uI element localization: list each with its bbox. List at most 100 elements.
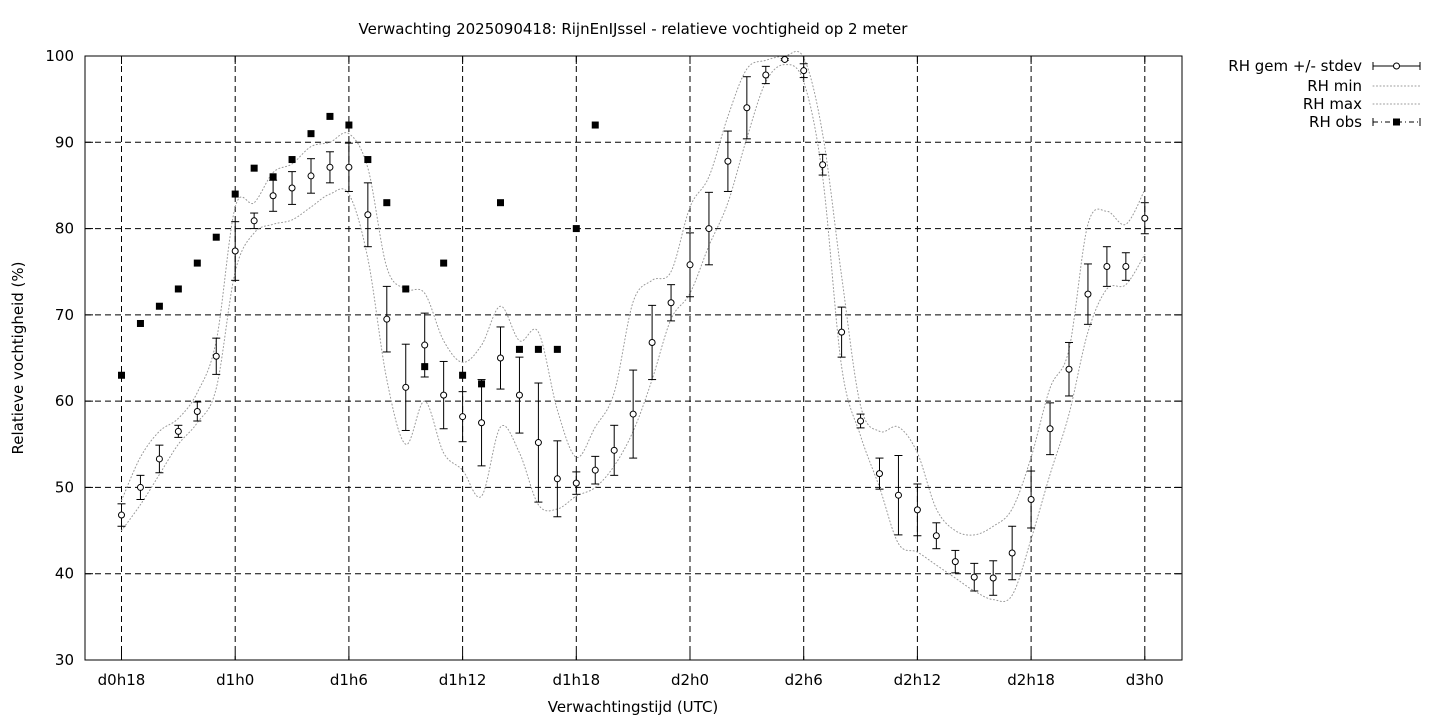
obs-point: [118, 371, 125, 379]
mean-point: [534, 439, 542, 447]
obs-point: [155, 302, 163, 310]
y-tick-label: 60: [55, 392, 74, 410]
y-axis: 30 40 50 60 70 80 90 100: [45, 47, 1182, 669]
mean-point: [231, 247, 239, 255]
mean-point: [1141, 214, 1149, 222]
mean-point: [288, 184, 296, 192]
chart-title: Verwachting 2025090418: RijnEnIJssel - r…: [359, 20, 909, 38]
mean-point: [800, 67, 808, 75]
legend-mean-marker: [1393, 62, 1400, 70]
obs-point: [364, 156, 372, 164]
mean-point: [478, 419, 486, 427]
mean-point: [269, 192, 277, 200]
mean-point: [307, 172, 315, 180]
obs-point: [572, 225, 580, 233]
mean-point: [364, 211, 372, 219]
obs-point: [326, 112, 334, 120]
mean-point: [1084, 290, 1092, 298]
mean-point: [155, 455, 163, 463]
mean-point: [1103, 263, 1111, 271]
mean-point: [345, 163, 353, 171]
grid-lines: [85, 56, 1182, 660]
mean-point: [459, 413, 467, 421]
mean-point: [743, 104, 751, 112]
x-tick-label: d2h6: [785, 671, 823, 689]
rh-min-series: [121, 64, 1146, 602]
mean-point: [932, 532, 940, 540]
rh-max-line: [121, 50, 1146, 536]
obs-point: [307, 130, 315, 138]
obs-point: [193, 259, 201, 267]
y-tick-label: 40: [55, 565, 74, 583]
mean-point: [1065, 365, 1073, 373]
rh-max-series: [121, 50, 1146, 536]
obs-point: [136, 319, 144, 327]
x-tick-label: d2h0: [671, 671, 709, 689]
mean-point: [326, 163, 334, 171]
mean-point: [762, 71, 770, 79]
legend-obs-marker: [1393, 118, 1400, 126]
mean-point: [1008, 549, 1016, 557]
x-tick-label: d0h18: [98, 671, 146, 689]
mean-point: [193, 407, 201, 415]
legend-label: RH max: [1303, 95, 1362, 113]
obs-point: [231, 190, 239, 198]
obs-point: [288, 156, 296, 164]
mean-point: [118, 511, 125, 519]
y-tick-label: 30: [55, 651, 74, 669]
mean-point: [250, 217, 258, 225]
obs-point: [383, 199, 391, 207]
x-tick-label: d3h0: [1126, 671, 1164, 689]
mean-point: [857, 417, 865, 425]
mean-point: [781, 55, 789, 63]
mean-point: [913, 506, 921, 514]
x-tick-label: d1h18: [552, 671, 600, 689]
obs-point: [402, 285, 410, 293]
mean-point: [705, 225, 713, 233]
mean-point: [212, 352, 220, 360]
x-tick-label: d1h6: [330, 671, 368, 689]
mean-point: [591, 466, 599, 474]
obs-point: [212, 233, 220, 241]
y-tick-label: 80: [55, 220, 74, 238]
mean-point: [838, 328, 846, 336]
obs-point: [553, 345, 561, 353]
mean-point: [1027, 496, 1035, 504]
mean-point: [421, 341, 429, 349]
mean-point: [402, 383, 410, 391]
y-tick-label: 100: [45, 47, 74, 65]
mean-point: [1122, 263, 1130, 271]
mean-point: [819, 161, 827, 169]
mean-point: [876, 470, 883, 478]
obs-point: [534, 345, 542, 353]
mean-point: [572, 479, 580, 487]
mean-point: [970, 573, 978, 581]
obs-point: [269, 173, 277, 181]
x-tick-label: d2h18: [1007, 671, 1055, 689]
y-axis-label: Relatieve vochtigheid (%): [9, 261, 27, 454]
mean-point: [383, 315, 391, 323]
legend-label: RH min: [1307, 77, 1362, 95]
x-tick-label: d1h12: [439, 671, 487, 689]
plot-frame: [84, 55, 1183, 661]
obs-point: [250, 164, 258, 172]
y-tick-label: 70: [55, 306, 74, 324]
mean-point: [629, 410, 637, 418]
obs-point: [174, 285, 182, 293]
x-axis: d0h18 d1h0 d1h6 d1h12 d1h18 d2h0 d2h6 d2h12 d2h1…: [98, 56, 1164, 689]
obs-point: [440, 259, 448, 267]
y-tick-label: 50: [55, 478, 74, 496]
mean-point: [667, 299, 675, 307]
mean-point: [1046, 425, 1054, 433]
x-tick-label: d1h0: [216, 671, 254, 689]
mean-point: [989, 574, 997, 582]
obs-point: [497, 199, 504, 207]
mean-point: [894, 491, 902, 499]
mean-point: [497, 354, 504, 362]
mean-point: [724, 157, 732, 165]
rh-obs-series: [118, 112, 599, 388]
obs-point: [591, 121, 599, 129]
mean-point: [610, 446, 618, 454]
